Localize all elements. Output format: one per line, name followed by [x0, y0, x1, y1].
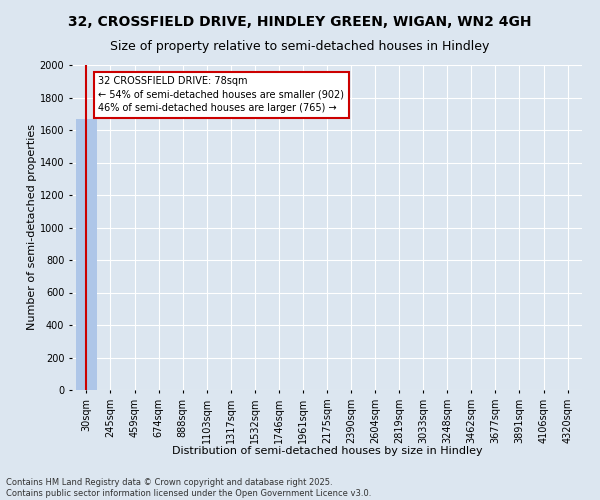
- Text: 32 CROSSFIELD DRIVE: 78sqm
← 54% of semi-detached houses are smaller (902)
46% o: 32 CROSSFIELD DRIVE: 78sqm ← 54% of semi…: [98, 76, 344, 113]
- Text: 32, CROSSFIELD DRIVE, HINDLEY GREEN, WIGAN, WN2 4GH: 32, CROSSFIELD DRIVE, HINDLEY GREEN, WIG…: [68, 15, 532, 29]
- Text: Size of property relative to semi-detached houses in Hindley: Size of property relative to semi-detach…: [110, 40, 490, 53]
- Y-axis label: Number of semi-detached properties: Number of semi-detached properties: [27, 124, 37, 330]
- X-axis label: Distribution of semi-detached houses by size in Hindley: Distribution of semi-detached houses by …: [172, 446, 482, 456]
- Text: Contains HM Land Registry data © Crown copyright and database right 2025.
Contai: Contains HM Land Registry data © Crown c…: [6, 478, 371, 498]
- Bar: [76, 119, 97, 390]
